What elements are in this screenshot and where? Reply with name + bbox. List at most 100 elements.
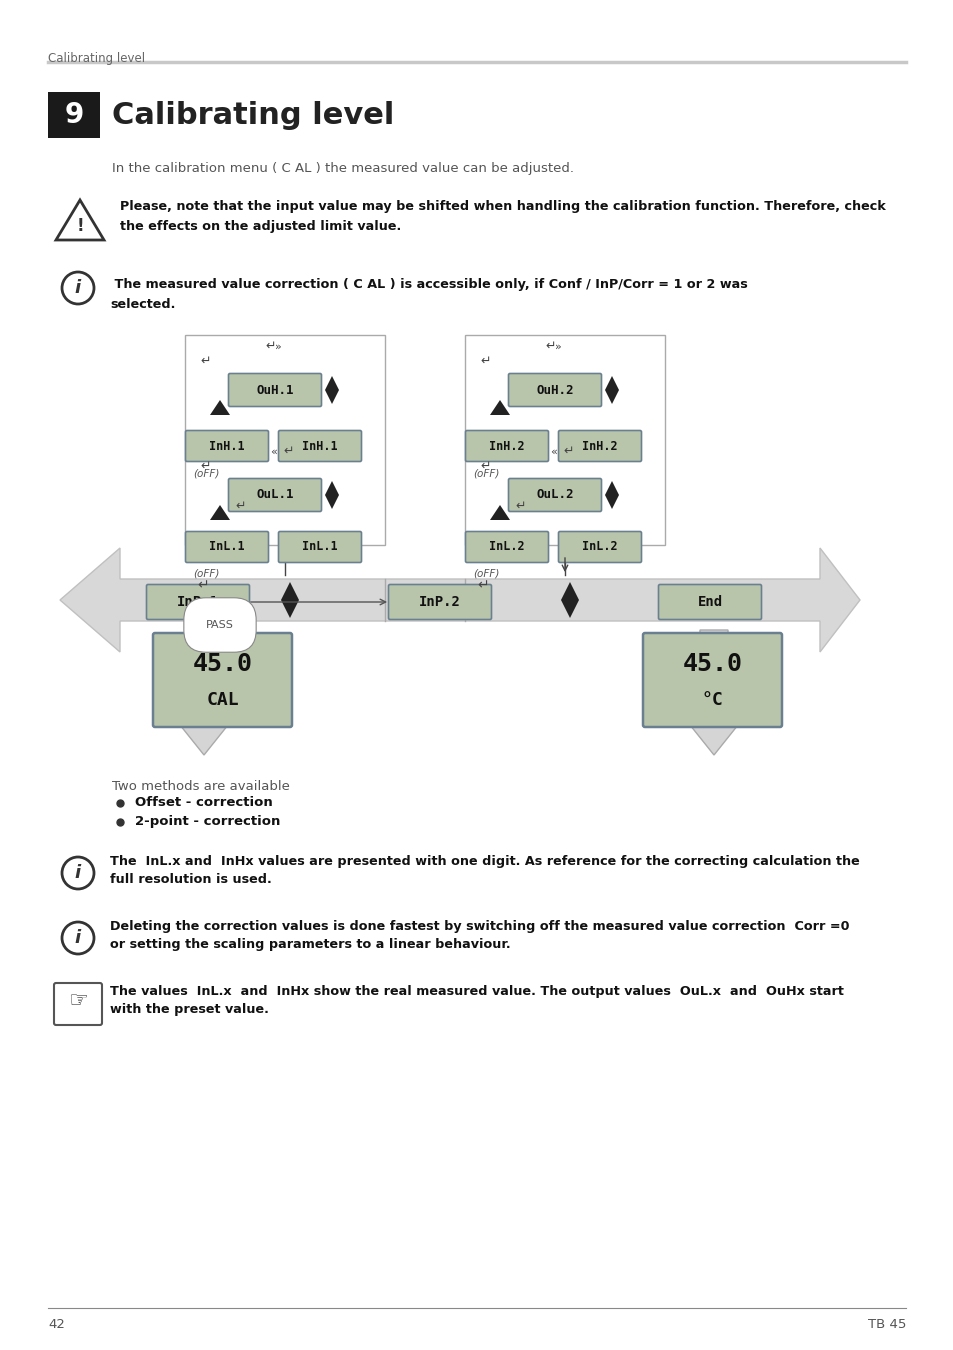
Text: ↵: ↵ — [234, 500, 245, 513]
Text: °C: °C — [700, 691, 722, 709]
Polygon shape — [56, 200, 104, 240]
FancyBboxPatch shape — [229, 374, 321, 406]
Text: 9: 9 — [64, 101, 84, 130]
Text: Two methods are available: Two methods are available — [112, 780, 290, 792]
Text: 45.0: 45.0 — [681, 652, 741, 676]
Text: i: i — [75, 864, 81, 882]
FancyBboxPatch shape — [388, 585, 491, 620]
Text: InP.1: InP.1 — [177, 595, 218, 609]
Text: ↵: ↵ — [562, 446, 573, 458]
Text: ↵: ↵ — [200, 460, 211, 472]
FancyBboxPatch shape — [54, 983, 102, 1025]
FancyBboxPatch shape — [278, 431, 361, 462]
Text: InH.1: InH.1 — [302, 440, 337, 452]
Text: ↵: ↵ — [200, 355, 211, 369]
Polygon shape — [560, 582, 578, 599]
Text: ↵: ↵ — [544, 340, 555, 352]
FancyBboxPatch shape — [508, 478, 601, 512]
Text: InL.1: InL.1 — [302, 540, 337, 553]
Text: 45.0: 45.0 — [193, 652, 253, 676]
Polygon shape — [560, 599, 578, 618]
Text: TB 45: TB 45 — [866, 1319, 905, 1331]
Text: InH.1: InH.1 — [209, 440, 245, 452]
Text: i: i — [75, 279, 81, 297]
Bar — [48, 92, 100, 138]
Polygon shape — [60, 548, 859, 652]
Circle shape — [62, 922, 94, 954]
Polygon shape — [604, 377, 618, 390]
Text: i: i — [75, 929, 81, 946]
Text: ↵: ↵ — [476, 578, 488, 593]
Text: 42: 42 — [48, 1319, 65, 1331]
Polygon shape — [281, 599, 298, 618]
FancyBboxPatch shape — [642, 633, 781, 728]
Polygon shape — [325, 390, 338, 404]
Polygon shape — [210, 400, 230, 414]
Polygon shape — [490, 400, 510, 414]
FancyBboxPatch shape — [658, 585, 760, 620]
FancyBboxPatch shape — [152, 633, 292, 728]
Polygon shape — [685, 630, 741, 755]
Bar — [185, 335, 385, 545]
FancyBboxPatch shape — [185, 532, 268, 563]
Text: End: End — [697, 595, 721, 609]
Text: InL.2: InL.2 — [489, 540, 524, 553]
Text: OuL.2: OuL.2 — [536, 489, 573, 501]
Text: Deleting the correction values is done fastest by switching off the measured val: Deleting the correction values is done f… — [110, 919, 848, 933]
FancyBboxPatch shape — [465, 431, 548, 462]
Text: ↵: ↵ — [515, 500, 525, 513]
Text: »: » — [274, 342, 281, 352]
Bar — [464, 335, 664, 545]
FancyBboxPatch shape — [558, 532, 640, 563]
Text: The measured value correction ( C AL ) is accessible only, if Conf / InP/Corr = : The measured value correction ( C AL ) i… — [110, 278, 747, 292]
Text: OuH.1: OuH.1 — [256, 383, 294, 397]
Text: ↵: ↵ — [479, 355, 490, 369]
Text: ↵: ↵ — [479, 460, 490, 472]
Text: The  InL.x and  InHx values are presented with one digit. As reference for the c: The InL.x and InHx values are presented … — [110, 855, 859, 868]
Text: ↵: ↵ — [703, 640, 714, 653]
Text: «: « — [550, 447, 557, 458]
Polygon shape — [325, 377, 338, 390]
Text: ↵: ↵ — [283, 446, 294, 458]
Text: !: ! — [76, 217, 84, 235]
Circle shape — [62, 271, 94, 304]
Polygon shape — [325, 495, 338, 509]
Text: Calibrating level: Calibrating level — [48, 53, 145, 65]
Text: ↵: ↵ — [196, 578, 209, 593]
Polygon shape — [490, 505, 510, 520]
Text: (oFF): (oFF) — [193, 468, 219, 478]
Polygon shape — [604, 495, 618, 509]
Text: full resolution is used.: full resolution is used. — [110, 873, 272, 886]
Text: the effects on the adjusted limit value.: the effects on the adjusted limit value. — [120, 220, 401, 234]
Circle shape — [62, 857, 94, 890]
FancyBboxPatch shape — [185, 431, 268, 462]
Text: InH.2: InH.2 — [489, 440, 524, 452]
Text: InL.2: InL.2 — [581, 540, 618, 553]
Text: ↵: ↵ — [265, 340, 275, 352]
Text: OuL.1: OuL.1 — [256, 489, 294, 501]
FancyBboxPatch shape — [558, 431, 640, 462]
Text: with the preset value.: with the preset value. — [110, 1003, 269, 1017]
Polygon shape — [210, 505, 230, 520]
Text: Calibrating level: Calibrating level — [112, 100, 394, 130]
Text: (oFF): (oFF) — [473, 568, 498, 579]
Polygon shape — [604, 390, 618, 404]
Polygon shape — [604, 481, 618, 495]
Text: ☞: ☞ — [68, 991, 88, 1011]
Text: In the calibration menu ( C AL ) the measured value can be adjusted.: In the calibration menu ( C AL ) the mea… — [112, 162, 574, 176]
Text: InL.1: InL.1 — [209, 540, 245, 553]
Text: InP.2: InP.2 — [418, 595, 460, 609]
Text: or setting the scaling parameters to a linear behaviour.: or setting the scaling parameters to a l… — [110, 938, 510, 950]
Text: (oFF): (oFF) — [473, 468, 498, 478]
Text: ↵: ↵ — [193, 640, 204, 653]
Text: The values  InL.x  and  InHx show the real measured value. The output values  Ou: The values InL.x and InHx show the real … — [110, 986, 843, 998]
Polygon shape — [281, 582, 298, 599]
FancyBboxPatch shape — [278, 532, 361, 563]
Text: Please, note that the input value may be shifted when handling the calibration f: Please, note that the input value may be… — [120, 200, 884, 213]
Polygon shape — [175, 630, 232, 755]
Polygon shape — [325, 481, 338, 495]
Text: »: » — [555, 342, 561, 352]
Text: Offset - correction: Offset - correction — [135, 796, 273, 810]
Text: CAL: CAL — [206, 691, 238, 709]
FancyBboxPatch shape — [229, 478, 321, 512]
